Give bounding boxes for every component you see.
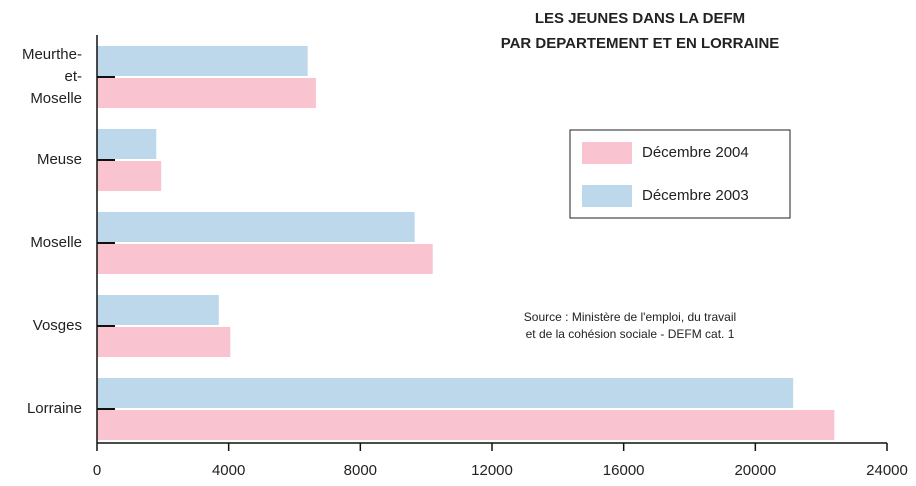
- bar: [97, 129, 157, 159]
- legend-swatch: [582, 142, 632, 164]
- legend-label: Décembre 2004: [642, 144, 749, 161]
- x-tick-label: 20000: [734, 462, 776, 479]
- bar: [97, 78, 316, 108]
- x-tick-label: 8000: [344, 462, 377, 479]
- x-tick-label: 0: [93, 462, 101, 479]
- bar: [97, 327, 231, 357]
- bar: [97, 378, 794, 408]
- chart-title: PAR DEPARTEMENT ET EN LORRAINE: [501, 35, 780, 52]
- y-tick-label: Meuse: [37, 151, 82, 168]
- x-tick-label: 16000: [603, 462, 645, 479]
- y-tick-label: Meurthe-et-Moselle: [22, 46, 82, 107]
- y-tick-label: Vosges: [33, 317, 82, 334]
- x-tick-label: 12000: [471, 462, 513, 479]
- source-note: et de la cohésion sociale - DEFM cat. 1: [526, 327, 735, 341]
- legend-label: Décembre 2003: [642, 187, 749, 204]
- bar: [97, 410, 835, 440]
- bar: [97, 295, 219, 325]
- y-tick-label: Lorraine: [27, 400, 82, 417]
- x-tick-label: 24000: [866, 462, 908, 479]
- bar: [97, 46, 308, 76]
- x-tick-label: 4000: [212, 462, 245, 479]
- y-tick-label: Moselle: [30, 234, 82, 251]
- bar: [97, 212, 415, 242]
- legend-swatch: [582, 185, 632, 207]
- chart-title: LES JEUNES DANS LA DEFM: [535, 10, 745, 27]
- bar: [97, 161, 162, 191]
- bar: [97, 244, 433, 274]
- source-note: Source : Ministère de l'emploi, du trava…: [524, 310, 736, 324]
